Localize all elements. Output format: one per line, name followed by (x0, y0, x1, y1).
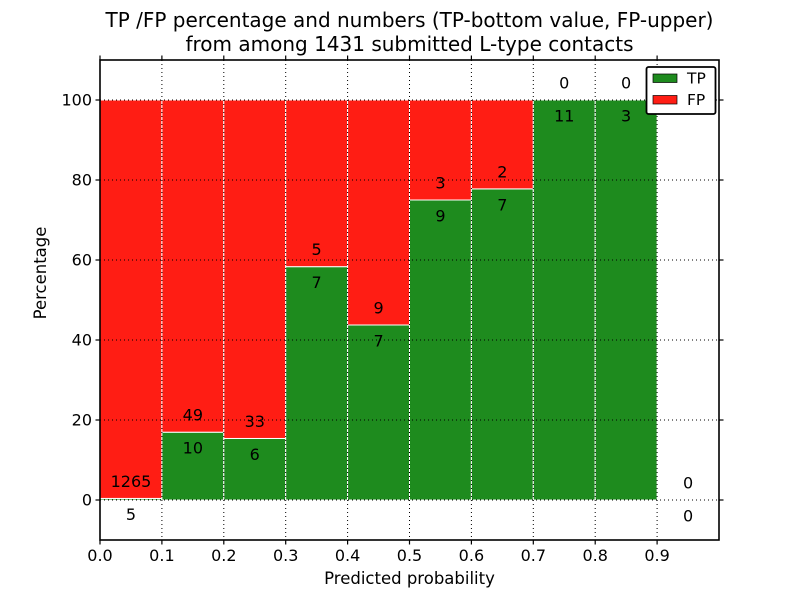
bar-tp-4 (347, 324, 411, 501)
tp-count-label-4: 7 (373, 332, 383, 351)
bar-fp-5 (409, 99, 472, 201)
tp-count-label-7: 11 (554, 107, 574, 126)
legend-swatch-fp (652, 95, 678, 105)
bar-fp-0 (99, 99, 163, 499)
bar-fp-3 (285, 99, 349, 268)
tp-count-label-5: 9 (435, 207, 445, 226)
tp-count-label-6: 7 (497, 195, 507, 214)
bars-layer (99, 99, 658, 501)
fp-count-label-8: 0 (621, 74, 631, 93)
fp-count-label-0: 1265 (111, 472, 152, 491)
x-tick-label-0.9: 0.9 (644, 546, 669, 565)
tp-count-label-0: 5 (126, 505, 136, 524)
fp-count-label-1: 49 (183, 406, 203, 425)
y-tick-label-60: 60 (72, 251, 92, 270)
legend-label-fp: FP (687, 91, 705, 109)
bar-tp-2 (223, 437, 287, 501)
y-tick-label-20: 20 (72, 411, 92, 430)
fp-count-label-9: 0 (683, 474, 693, 493)
x-tick-label-0.1: 0.1 (149, 546, 174, 565)
tp-count-label-8: 3 (621, 107, 631, 126)
legend: TP FP (645, 66, 717, 115)
tp-count-label-3: 7 (312, 273, 322, 292)
bar-fp-4 (347, 99, 411, 326)
chart-title-line1: TP /FP percentage and numbers (TP-bottom… (105, 8, 714, 32)
y-tick-label-40: 40 (72, 331, 92, 350)
fp-count-label-2: 33 (245, 412, 265, 431)
x-tick-label-0.7: 0.7 (521, 546, 546, 565)
tick-labels-layer: 0.0 0.1 0.2 0.3 0.4 0.5 0.6 0.7 0.8 0.9 0 20 40 60 80 1… (61, 91, 669, 566)
legend-label-tp: TP (686, 70, 706, 88)
x-tick-label-0.6: 0.6 (459, 546, 484, 565)
x-tick-label-0.8: 0.8 (582, 546, 607, 565)
bar-tp-3 (285, 266, 349, 501)
fp-count-label-3: 5 (312, 240, 322, 259)
y-tick-label-80: 80 (72, 171, 92, 190)
x-tick-label-0.3: 0.3 (273, 546, 298, 565)
fp-count-label-6: 2 (497, 162, 507, 181)
fp-count-label-7: 0 (559, 74, 569, 93)
bar-tp-5 (409, 199, 472, 501)
bar-fp-2 (223, 99, 287, 439)
tp-count-label-1: 10 (183, 439, 203, 458)
x-tick-label-0.2: 0.2 (211, 546, 236, 565)
fp-count-label-5: 3 (435, 174, 445, 193)
bar-tp-7 (532, 99, 596, 501)
bar-fp-1 (161, 99, 225, 433)
grid-layer (100, 60, 719, 540)
y-axis-label: Percentage (31, 227, 50, 320)
x-axis-label: Predicted probability (324, 569, 495, 588)
x-tick-label-0.5: 0.5 (397, 546, 422, 565)
x-tick-label-0.4: 0.4 (335, 546, 360, 565)
x-tick-label-0.0: 0.0 (87, 546, 112, 565)
y-tick-label-100: 100 (61, 91, 92, 110)
fp-count-label-4: 9 (373, 299, 383, 318)
tp-count-label-9: 0 (683, 507, 693, 526)
chart-title-line2: from among 1431 submitted L-type contact… (185, 32, 633, 56)
legend-swatch-tp (652, 73, 678, 83)
tp-count-label-2: 6 (250, 445, 260, 464)
bar-count-labels-layer: 1265 5 49 10 33 6 5 7 9 7 3 9 2 7 0 11 0 3 0 0 (111, 74, 694, 526)
bar-tp-8 (594, 99, 658, 501)
plot-frame (99, 59, 720, 541)
bar-tp-6 (470, 188, 534, 501)
y-tick-label-0: 0 (82, 491, 92, 510)
